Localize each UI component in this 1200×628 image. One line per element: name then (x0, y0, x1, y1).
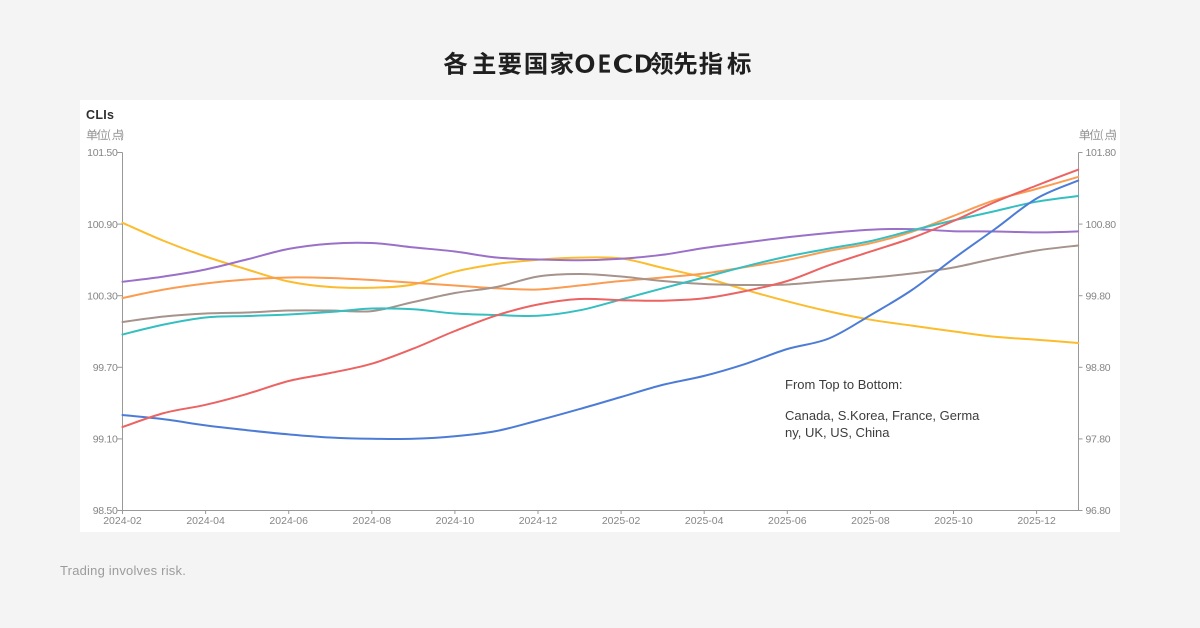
svg-text:97.80: 97.80 (1086, 434, 1111, 446)
svg-text:101.80: 101.80 (1086, 147, 1117, 159)
svg-text:2025-06: 2025-06 (768, 515, 807, 527)
svg-text:2025-02: 2025-02 (602, 515, 641, 527)
svg-text:2025-04: 2025-04 (685, 515, 724, 527)
svg-text:99.70: 99.70 (93, 362, 118, 374)
svg-text:100.80: 100.80 (1086, 219, 1117, 231)
svg-text:100.90: 100.90 (87, 219, 118, 231)
svg-text:101.50: 101.50 (87, 147, 118, 159)
svg-text:98.50: 98.50 (93, 505, 118, 517)
svg-text:2025-12: 2025-12 (1017, 515, 1056, 527)
svg-text:96.80: 96.80 (1086, 505, 1111, 517)
svg-text:2025-10: 2025-10 (934, 515, 973, 527)
svg-text:2024-06: 2024-06 (269, 515, 308, 527)
svg-text:99.80: 99.80 (1086, 290, 1111, 302)
svg-text:100.30: 100.30 (87, 290, 118, 302)
svg-text:99.10: 99.10 (93, 434, 118, 446)
svg-text:2025-08: 2025-08 (851, 515, 890, 527)
svg-text:2024-12: 2024-12 (519, 515, 558, 527)
svg-text:2024-08: 2024-08 (353, 515, 392, 527)
svg-text:98.80: 98.80 (1086, 362, 1111, 374)
svg-text:2024-04: 2024-04 (186, 515, 225, 527)
svg-text:2024-02: 2024-02 (103, 515, 142, 527)
svg-text:2024-10: 2024-10 (436, 515, 475, 527)
